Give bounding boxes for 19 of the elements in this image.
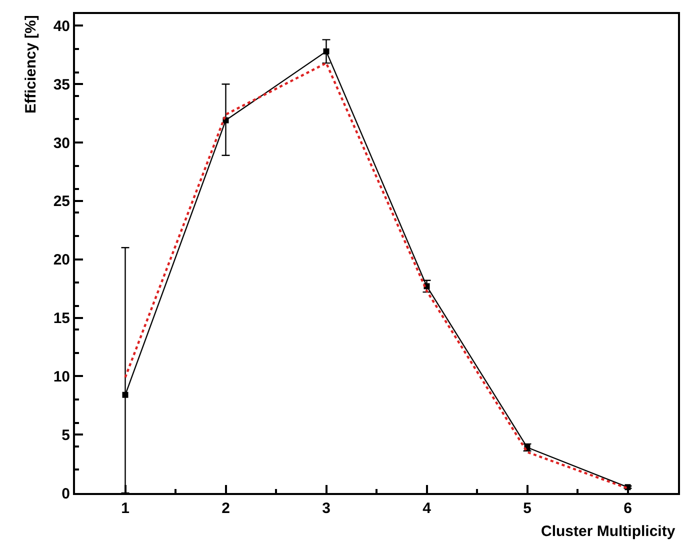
y-tick-label: 25 (53, 193, 70, 210)
point (323, 48, 330, 54)
x-tick-label: 5 (523, 500, 532, 517)
x-tick-label: 2 (222, 500, 230, 517)
x-tick-label: 6 (624, 500, 632, 517)
y-tick-label: 10 (53, 368, 70, 386)
y-axis-title: Efficiency [%] (22, 15, 40, 114)
y-tick-label: 20 (53, 252, 70, 269)
point (122, 392, 128, 398)
y-tick-label: 0 (62, 485, 70, 502)
x-tick-label: 4 (422, 500, 432, 517)
y-tick-label: 5 (62, 426, 70, 444)
y-tick-label: 40 (53, 18, 70, 35)
y-tick-label: 15 (53, 310, 70, 328)
x-tick-label: 3 (322, 500, 330, 517)
y-tick-label: 30 (53, 134, 70, 152)
x-tick-label: 1 (121, 500, 130, 517)
y-tick-label: 35 (53, 76, 70, 94)
x-axis-title: Cluster Multiplicity (541, 523, 676, 540)
